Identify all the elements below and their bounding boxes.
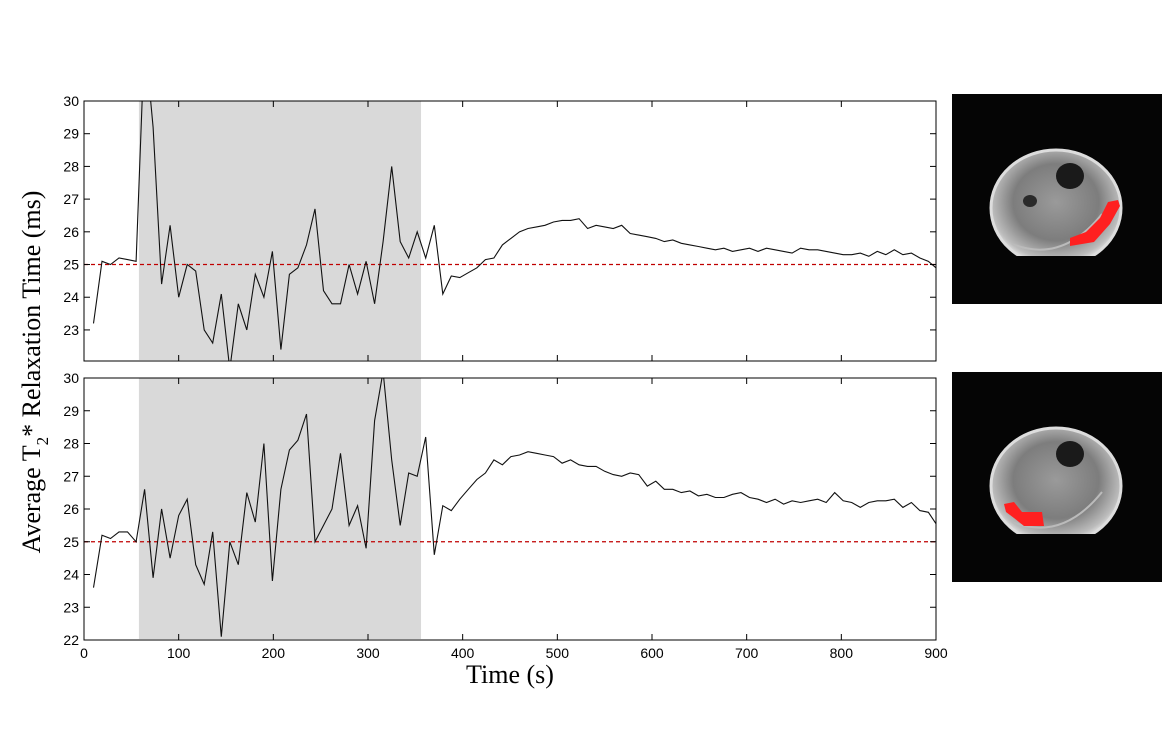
top-plot-panel: 23 24 25 26 27 28 29 30: [63, 93, 937, 362]
x-tick-label: 200: [262, 645, 286, 661]
x-tick-label: 500: [546, 645, 570, 661]
axes-frame-top: [83, 100, 937, 362]
y-tick-label: 28: [63, 436, 79, 452]
y-tick-label: 27: [63, 468, 79, 484]
y-tick-label: 30: [63, 93, 79, 109]
y-tick-label: 25: [63, 534, 79, 550]
y-tick-label: 29: [63, 403, 79, 419]
x-tick-label: 800: [830, 645, 854, 661]
mri-image-bottom: [952, 372, 1162, 582]
y-tick-label: 23: [63, 322, 79, 338]
x-tick-label: 300: [356, 645, 380, 661]
x-tick-label: 900: [924, 645, 948, 661]
y-axis-title: Average T2* Relaxation Time (ms): [17, 191, 52, 554]
y-tick-label: 23: [63, 599, 79, 615]
x-tick-label: 600: [640, 645, 664, 661]
y-tick-label: 28: [63, 158, 79, 174]
x-tick-label: 700: [735, 645, 759, 661]
y-tick-label: 22: [63, 632, 79, 648]
roi-overlay-top: [1070, 200, 1120, 246]
mri-image-top: [952, 94, 1162, 304]
y-tick-label: 27: [63, 191, 79, 207]
y-tick-label: 24: [63, 289, 79, 305]
y-tick-label: 26: [63, 224, 79, 240]
x-tick-label: 400: [451, 645, 475, 661]
y-tick-label: 25: [63, 257, 79, 273]
series-line-top: [92, 101, 936, 361]
roi-overlay-bottom: [1004, 502, 1044, 526]
shaded-region-top: [138, 101, 422, 360]
y-tick-label: 29: [63, 126, 79, 142]
y-tick-label: 26: [63, 501, 79, 517]
x-axis-title: Time (s): [466, 660, 554, 689]
y-tick-label: 24: [63, 567, 79, 583]
y-tick-label: 30: [63, 370, 79, 386]
shaded-region-bottom: [138, 378, 422, 639]
x-tick-label: 100: [167, 645, 191, 661]
series-line-bottom: [92, 378, 936, 637]
x-tick-label: 0: [80, 645, 88, 661]
